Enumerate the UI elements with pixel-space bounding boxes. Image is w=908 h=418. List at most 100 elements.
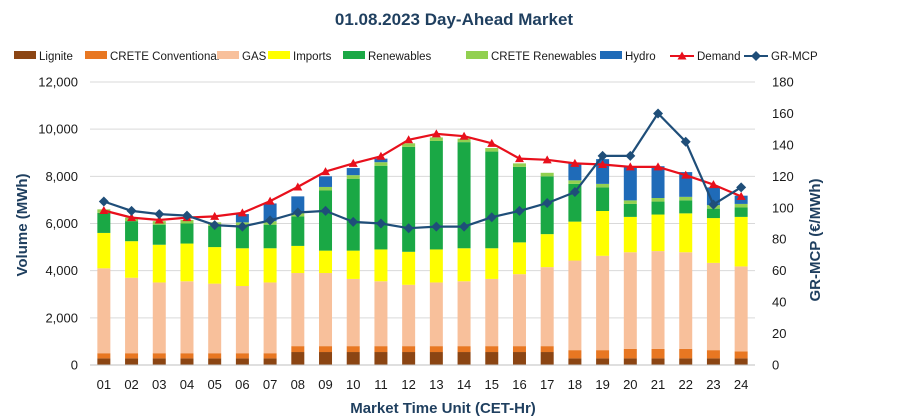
bar-renewables <box>152 224 166 245</box>
bar-gas <box>429 282 443 347</box>
marker-demand <box>99 206 109 215</box>
marker-gr-mcp <box>292 207 303 218</box>
bar-gas <box>485 278 499 347</box>
x-axis-label: Market Time Unit (CET-Hr) <box>350 400 536 417</box>
y2-tick-label: 120 <box>772 169 794 184</box>
y-tick-label: 8,000 <box>45 169 78 184</box>
marker-gr-mcp <box>126 205 137 216</box>
legend-label-crete-renewables: CRETE Renewables <box>491 51 597 63</box>
y2-tick-label: 160 <box>772 106 794 121</box>
marker-demand <box>514 154 524 163</box>
bar-renewables <box>291 216 305 246</box>
bar-crete-renewables <box>651 198 665 202</box>
bar-renewables <box>125 221 139 242</box>
bar-renewables <box>346 178 360 251</box>
legend-swatch-crete-conventional <box>85 51 107 59</box>
bar-gas <box>457 281 471 347</box>
bar-gas <box>97 268 111 354</box>
x-tick-label: 14 <box>457 377 471 392</box>
marker-demand <box>708 180 718 189</box>
bar-lignite <box>706 358 720 365</box>
bar-renewables <box>734 207 748 217</box>
x-tick-label: 13 <box>429 377 443 392</box>
x-tick-label: 24 <box>734 377 748 392</box>
y2-tick-label: 140 <box>772 137 794 152</box>
legend-swatch-renewables <box>343 51 365 59</box>
marker-gr-mcp <box>320 205 331 216</box>
marker-demand <box>376 151 386 160</box>
bar-gas <box>402 284 416 347</box>
bar-imports <box>429 249 443 283</box>
bar-crete-conventional <box>374 346 388 353</box>
bar-renewables <box>679 200 693 214</box>
x-tick-label: 08 <box>291 377 305 392</box>
marker-gr-mcp <box>569 187 580 198</box>
marker-demand <box>321 167 331 176</box>
bar-crete-conventional <box>485 346 499 353</box>
marker-demand <box>293 182 303 191</box>
bar-lignite <box>291 352 305 365</box>
bar-gas <box>734 266 748 352</box>
legend-marker-demand <box>677 51 687 60</box>
bar-imports <box>291 245 305 274</box>
y2-tick-label: 100 <box>772 200 794 215</box>
x-tick-label: 06 <box>235 377 249 392</box>
bar-renewables <box>457 142 471 249</box>
bar-hydro <box>568 162 582 181</box>
bar-imports <box>402 251 416 285</box>
x-tick-label: 11 <box>374 377 388 392</box>
x-tick-label: 16 <box>512 377 526 392</box>
marker-gr-mcp <box>237 221 248 232</box>
legend: Lignite CRETE Conventional GAS Imports Renew… <box>14 51 818 63</box>
legend-marker-gr-mcp <box>751 51 761 61</box>
bar-lignite <box>596 358 610 365</box>
bar-crete-conventional <box>706 350 720 359</box>
marker-gr-mcp <box>680 136 691 147</box>
bar-imports <box>180 243 194 282</box>
x-tick-label: 02 <box>124 377 138 392</box>
bar-crete-conventional <box>346 346 360 353</box>
legend-swatch-imports <box>268 51 290 59</box>
marker-demand <box>210 211 220 220</box>
marker-demand <box>625 162 635 171</box>
marker-demand <box>542 155 552 164</box>
legend-swatch-gas <box>217 51 239 59</box>
y-tick-label: 4,000 <box>45 263 78 278</box>
bar-crete-conventional <box>596 350 610 359</box>
x-tick-label: 23 <box>706 377 720 392</box>
bar-imports <box>208 247 222 284</box>
bar-renewables <box>651 201 665 215</box>
bar-series <box>97 137 748 365</box>
line-gr-mcp <box>103 112 742 230</box>
bar-lignite <box>623 358 637 365</box>
bar-gas <box>125 277 139 354</box>
bar-imports <box>374 249 388 282</box>
marker-gr-mcp <box>209 220 220 231</box>
legend-label-imports: Imports <box>293 51 332 63</box>
bar-lignite <box>485 352 499 365</box>
bar-renewables <box>596 187 610 212</box>
bar-gas <box>679 252 693 349</box>
bar-renewables <box>208 225 222 248</box>
x-tick-label: 01 <box>97 377 111 392</box>
bar-lignite <box>346 352 360 365</box>
bar-imports <box>485 248 499 279</box>
bar-renewables <box>97 212 111 233</box>
marker-demand <box>127 213 137 222</box>
bar-lignite <box>457 352 471 365</box>
marker-demand <box>598 160 608 169</box>
bar-crete-conventional <box>208 353 222 359</box>
marker-gr-mcp <box>708 199 719 210</box>
bar-renewables <box>235 225 249 249</box>
marker-demand <box>653 162 663 171</box>
bar-crete-renewables <box>568 180 582 184</box>
bar-crete-renewables <box>623 200 637 204</box>
marker-gr-mcp <box>736 182 747 193</box>
legend-label-lignite: Lignite <box>39 51 73 63</box>
bar-gas <box>208 283 222 354</box>
marker-gr-mcp <box>431 221 442 232</box>
bar-imports <box>596 211 610 256</box>
bar-imports <box>152 244 166 283</box>
marker-demand <box>237 208 247 217</box>
